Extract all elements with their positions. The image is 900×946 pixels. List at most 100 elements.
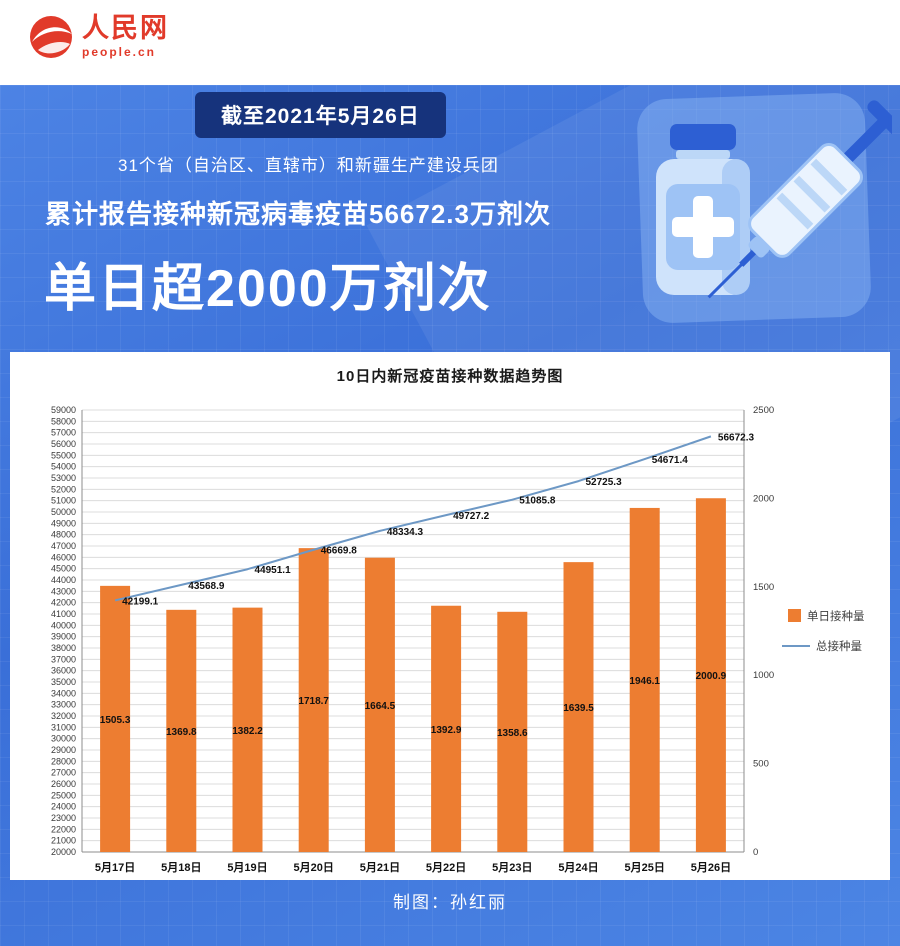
logo-text-block: 人民网 people.cn xyxy=(82,13,169,60)
left-axis-label: 53000 xyxy=(51,473,76,483)
left-axis-label: 42000 xyxy=(51,598,76,608)
line-value-label: 51085.8 xyxy=(519,496,556,507)
left-axis-label: 43000 xyxy=(51,586,76,596)
bar-value-label: 1382.2 xyxy=(232,726,263,737)
bar-value-label: 1639.5 xyxy=(563,703,594,714)
line-value-label: 52725.3 xyxy=(586,477,623,488)
x-axis-label: 5月19日 xyxy=(227,861,267,874)
bar xyxy=(695,498,726,852)
left-axis-label: 57000 xyxy=(51,428,76,438)
chart-title: 10日内新冠疫苗接种数据趋势图 xyxy=(336,368,564,385)
vaccine-illustration xyxy=(637,93,892,323)
date-badge: 截至2021年5月26日 xyxy=(195,92,446,138)
chart-card: 10日内新冠疫苗接种数据趋势图 20000 21000 22000 23000 2400… xyxy=(10,352,890,880)
region-subtitle: 31个省（自治区、直辖市）和新疆生产建设兵团 xyxy=(118,156,499,175)
x-axis-label: 5月22日 xyxy=(426,861,466,874)
left-axis-label: 45000 xyxy=(51,564,76,574)
left-axis-label: 30000 xyxy=(51,734,76,744)
left-axis-label: 26000 xyxy=(51,779,76,789)
line-value-label: 49727.2 xyxy=(453,511,490,522)
left-axis-label: 39000 xyxy=(51,632,76,642)
bar-value-label: 1369.8 xyxy=(166,727,197,738)
x-axis-label: 5月17日 xyxy=(95,861,135,874)
left-axis-label: 28000 xyxy=(51,756,76,766)
x-axis-label: 5月23日 xyxy=(492,861,532,874)
left-axis-label: 40000 xyxy=(51,620,76,630)
logo-text-en: people.cn xyxy=(82,45,157,59)
left-axis-label: 50000 xyxy=(51,507,76,517)
left-axis-label: 34000 xyxy=(51,688,76,698)
left-axis-label: 35000 xyxy=(51,677,76,687)
left-axis-label: 20000 xyxy=(51,847,76,857)
left-axis-label: 54000 xyxy=(51,462,76,472)
line-value-label: 56672.3 xyxy=(718,432,755,443)
bar xyxy=(232,607,263,852)
left-axis-label: 25000 xyxy=(51,790,76,800)
bar-value-label: 2000.9 xyxy=(696,671,727,682)
bar xyxy=(497,611,528,852)
cumulative-stat-line: 累计报告接种新冠病毒疫苗56672.3万剂次 xyxy=(45,199,551,229)
left-axis-label: 48000 xyxy=(51,530,76,540)
left-axis-label: 27000 xyxy=(51,768,76,778)
x-axis-label: 5月18日 xyxy=(161,861,201,874)
syringe-icon xyxy=(707,100,892,299)
bar xyxy=(298,548,329,852)
left-axis-label: 23000 xyxy=(51,813,76,823)
left-axis-label: 49000 xyxy=(51,518,76,528)
bar-value-label: 1664.5 xyxy=(365,701,396,712)
left-axis-label: 44000 xyxy=(51,575,76,585)
right-axis-label: 500 xyxy=(753,759,769,770)
left-axis-label: 51000 xyxy=(51,496,76,506)
headline: 单日超2000万剂次 xyxy=(44,260,492,318)
logo-text-cn: 人民网 xyxy=(82,13,169,43)
left-axis-label: 31000 xyxy=(51,722,76,732)
x-axis-label: 5月21日 xyxy=(360,861,400,874)
left-axis-label: 38000 xyxy=(51,643,76,653)
left-axis-label: 32000 xyxy=(51,711,76,721)
line-value-label: 43568.9 xyxy=(188,581,225,592)
left-axis-label: 24000 xyxy=(51,802,76,812)
combo-chart: 2000021000220002300024000250002600027000… xyxy=(51,405,865,874)
right-axis-label: 1000 xyxy=(753,670,774,681)
left-axis-label: 41000 xyxy=(51,609,76,619)
right-axis-label: 1500 xyxy=(753,582,774,593)
legend-bar-label: 单日接种量 xyxy=(807,609,865,623)
x-axis-label: 5月26日 xyxy=(691,861,731,874)
bar xyxy=(166,609,197,852)
legend-bar-swatch xyxy=(788,609,801,622)
line-value-label: 46669.8 xyxy=(321,546,358,557)
left-axis-label: 59000 xyxy=(51,405,76,415)
left-axis-label: 46000 xyxy=(51,552,76,562)
credit-text: 制图：孙红丽 xyxy=(393,893,507,912)
bar-value-label: 1718.7 xyxy=(298,696,329,707)
x-axis-label: 5月25日 xyxy=(625,861,665,874)
legend-line-label: 总接种量 xyxy=(816,639,862,653)
right-axis-label: 2500 xyxy=(753,405,774,416)
left-axis-label: 33000 xyxy=(51,700,76,710)
left-axis-label: 47000 xyxy=(51,541,76,551)
left-axis-label: 36000 xyxy=(51,666,76,676)
right-axis-label: 2000 xyxy=(753,493,774,504)
bar-value-label: 1505.3 xyxy=(100,715,131,726)
left-axis-label: 56000 xyxy=(51,439,76,449)
people-cn-logo: 人民网 people.cn xyxy=(28,14,169,60)
left-axis-label: 58000 xyxy=(51,416,76,426)
left-axis-label: 22000 xyxy=(51,824,76,834)
x-axis-label: 5月24日 xyxy=(558,861,598,874)
right-axis-label: 0 xyxy=(753,847,758,858)
line-value-label: 42199.1 xyxy=(122,596,159,607)
bar xyxy=(629,507,660,852)
line-value-label: 48334.3 xyxy=(387,527,424,538)
top-bar: 人民网 people.cn xyxy=(0,0,900,85)
left-axis-label: 55000 xyxy=(51,450,76,460)
bar xyxy=(563,562,594,852)
bar xyxy=(100,585,131,852)
left-axis-label: 52000 xyxy=(51,484,76,494)
x-axis-label: 5月20日 xyxy=(294,861,334,874)
left-axis-label: 37000 xyxy=(51,654,76,664)
left-axis-label: 21000 xyxy=(51,836,76,846)
bar-value-label: 1358.6 xyxy=(497,728,528,739)
bar xyxy=(364,557,395,852)
total-line xyxy=(114,435,712,602)
